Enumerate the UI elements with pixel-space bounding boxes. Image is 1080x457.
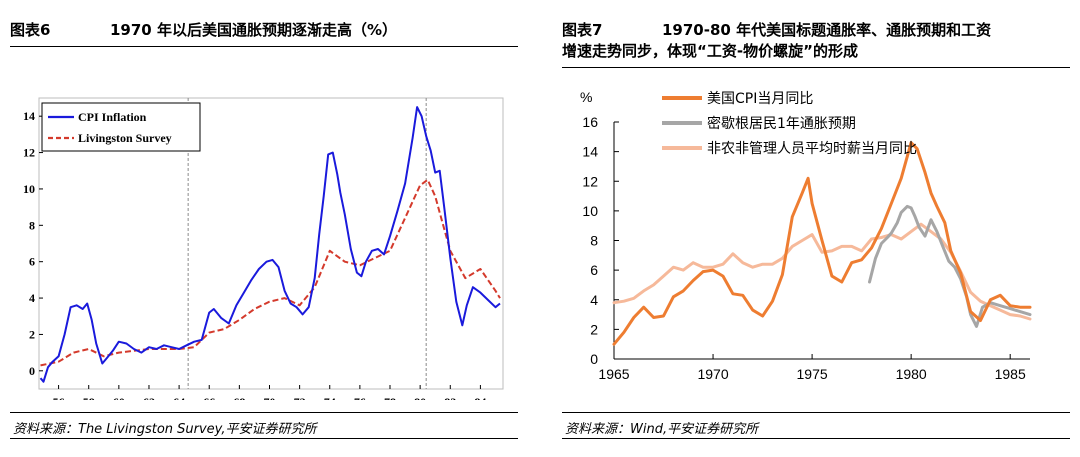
- chart-1-y-tick-label: 14: [23, 109, 35, 123]
- legend-nonfarm-wage: 非农非管理人员平均时薪当月同比: [707, 141, 917, 157]
- chart-2-y-tick-label: 10: [582, 203, 598, 219]
- chart-1-legend-box: [41, 102, 201, 152]
- figure-6-source: 资料来源：The Livingston Survey,平安证券研究所: [13, 422, 317, 437]
- chart-1-x-tick-label: 56: [53, 395, 65, 400]
- chart-2-line-series-3: [612, 141, 1032, 346]
- chart-1-x-tick-label: 62: [143, 395, 155, 400]
- legend-cpi-inflation: CPI Inflation: [78, 110, 147, 124]
- chart-1-x-tick-label: 80: [414, 395, 426, 400]
- chart-2-y-tick-label: 8: [590, 233, 598, 249]
- chart-1-y-tick-label: 2: [29, 327, 35, 341]
- chart-1-y-tick-label: 0: [29, 364, 35, 378]
- figure-7-top-rule: [562, 67, 1070, 68]
- chart-2-x-tick-label: 1975: [797, 366, 828, 382]
- figure-7-panel: 图表7 1970-80 年代美国标题通胀率、通胀预期和工资 增速走势同步，体现“工…: [562, 0, 1070, 439]
- legend-michigan-expectation: 密歇根居民1年通胀预期: [707, 115, 856, 132]
- figure-7-number: 图表7: [562, 21, 603, 39]
- chart-1-x-tick-label: 84: [474, 395, 486, 400]
- figure-7-bottom-rule: [562, 412, 1070, 413]
- figure-6-title-text: 1970 年以后美国通胀预期逐渐走高（%）: [110, 21, 398, 39]
- chart-2-y-tick-label: 14: [582, 144, 598, 160]
- figure-6-number: 图表6: [10, 21, 51, 39]
- chart-1-line-livingston-survey: [40, 178, 501, 367]
- chart-1-x-tick-label: 58: [83, 395, 95, 400]
- chart-1-x-tick-label: 68: [233, 395, 245, 400]
- chart-1-y-tick-label: 6: [29, 255, 35, 269]
- chart-2-x-tick-label: 1965: [598, 366, 629, 382]
- chart-1-x-tick-label: 66: [203, 395, 215, 400]
- chart-1-y-tick-label: 12: [23, 146, 35, 160]
- figure-6-bottom-rule: [10, 412, 518, 413]
- chart-2-x-tick-label: 1970: [697, 366, 728, 382]
- chart-2-y-tick-label: 0: [590, 351, 598, 367]
- chart-1-x-tick-label: 64: [173, 395, 185, 400]
- chart-2-x-tick-label: 1980: [896, 366, 927, 382]
- chart-1-legend: CPI Inflation Livingston Survey: [41, 102, 201, 152]
- figure-6-source-rule: [10, 438, 518, 439]
- chart-2-x-tick-label: 1985: [995, 366, 1026, 382]
- chart-1-y-tick-label: 8: [29, 218, 35, 232]
- chart-1-x-tick-label: 60: [113, 395, 125, 400]
- chart-2-y-tick-label: 4: [590, 292, 598, 308]
- chart-1-line-cpi-inflation: [39, 106, 501, 383]
- chart-1-x-tick-label: 82: [444, 395, 456, 400]
- chart-2-y-tick-label: 2: [590, 321, 598, 337]
- figure-7-chart: % 0 2 4 6 8 10 12 14 16 1965 1970 1975 1980 1985 美国C…: [580, 89, 1032, 382]
- figure-6-top-rule: [10, 46, 518, 47]
- chart-2-line-series-2: [868, 204, 1032, 328]
- chart-1-x-tick-label: 78: [384, 395, 396, 400]
- chart-2-y-tick-label: 16: [582, 114, 598, 130]
- figure-7-source-rule: [562, 438, 1070, 439]
- chart-1-y-tick-label: 10: [23, 182, 35, 196]
- chart-2-y-unit: %: [580, 89, 592, 105]
- figure-7-title-line2: 增速走势同步，体现“工资-物价螺旋”的形成: [562, 42, 858, 60]
- figure-7-source: 资料来源：Wind,平安证券研究所: [565, 422, 759, 437]
- figure-6-title: 图表6 1970 年以后美国通胀预期逐渐走高（%）: [10, 0, 518, 41]
- figure-7-title: 图表7 1970-80 年代美国标题通胀率、通胀预期和工资 增速走势同步，体现“工…: [562, 0, 1070, 62]
- chart-1-x-tick-label: 74: [324, 395, 336, 400]
- chart-1-x-tick-label: 70: [263, 395, 275, 400]
- chart-1-x-tick-label: 72: [294, 395, 306, 400]
- chart-2-y-tick-label: 6: [590, 262, 598, 278]
- chart-2-y-tick-label: 12: [582, 173, 598, 189]
- chart-1-y-tick-label: 4: [29, 291, 35, 305]
- chart-1-x-tick-label: 76: [354, 395, 366, 400]
- legend-livingston-survey: Livingston Survey: [78, 131, 172, 145]
- figure-7-title-line1: 1970-80 年代美国标题通胀率、通胀预期和工资: [662, 21, 992, 39]
- chart-2-legend: 美国CPI当月同比 密歇根居民1年通胀预期 非农非管理人员平均时薪当月同比: [662, 91, 917, 157]
- legend-us-cpi: 美国CPI当月同比: [707, 91, 813, 107]
